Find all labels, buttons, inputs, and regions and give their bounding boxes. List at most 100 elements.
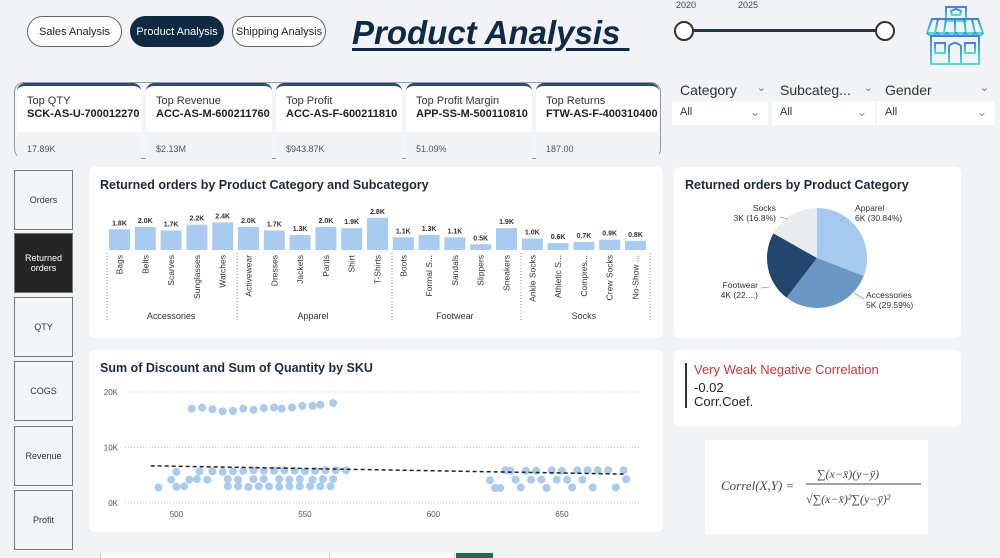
- scatter-point[interactable]: [270, 403, 279, 412]
- scatter-point[interactable]: [329, 475, 338, 484]
- scatter-point[interactable]: [228, 406, 237, 415]
- scatter-point[interactable]: [611, 483, 620, 492]
- bar[interactable]: [418, 235, 440, 250]
- scatter-point[interactable]: [316, 400, 325, 409]
- scatter-point[interactable]: [185, 475, 194, 484]
- pie-slice[interactable]: [767, 233, 817, 298]
- bar[interactable]: [521, 238, 543, 251]
- bar[interactable]: [160, 230, 182, 250]
- scatter-point[interactable]: [593, 466, 602, 475]
- scatter-point[interactable]: [187, 404, 196, 413]
- scatter-point[interactable]: [277, 404, 286, 413]
- scatter-point[interactable]: [208, 467, 217, 476]
- scatter-point[interactable]: [259, 404, 268, 413]
- scatter-point[interactable]: [275, 475, 284, 484]
- scatter-point[interactable]: [239, 404, 248, 413]
- chevron-down-icon[interactable]: ⌄: [756, 82, 766, 94]
- scatter-point[interactable]: [288, 403, 297, 412]
- scatter-point[interactable]: [321, 466, 330, 475]
- scatter-point[interactable]: [306, 482, 315, 491]
- bar[interactable]: [238, 227, 259, 250]
- scatter-point[interactable]: [563, 475, 572, 484]
- scatter-point[interactable]: [264, 482, 273, 491]
- bar-chart-plot[interactable]: 1.8K Bags 2.0K Belts 1.7K Scarves 2.2K Sunglass…: [89, 167, 663, 338]
- scatter-point[interactable]: [532, 466, 541, 475]
- nav-product-analysis-button[interactable]: Product Analysis: [130, 16, 224, 47]
- scatter-point[interactable]: [192, 475, 201, 484]
- scatter-point[interactable]: [234, 475, 243, 484]
- scatter-point[interactable]: [552, 475, 561, 484]
- nav-shipping-analysis-button[interactable]: Shipping Analysis: [232, 16, 326, 47]
- scatter-point[interactable]: [259, 466, 268, 475]
- scatter-point[interactable]: [527, 475, 536, 484]
- scatter-point[interactable]: [295, 475, 304, 484]
- nav-sales-analysis-button[interactable]: Sales Analysis: [27, 16, 122, 47]
- scatter-point[interactable]: [172, 482, 181, 491]
- scatter-point[interactable]: [516, 483, 525, 492]
- scatter-point[interactable]: [218, 407, 227, 416]
- scatter-point[interactable]: [342, 466, 351, 475]
- bar[interactable]: [625, 240, 646, 250]
- scatter-point[interactable]: [308, 401, 317, 410]
- scatter-chart-plot[interactable]: 0K 10K 20K 500 550 600 650: [89, 350, 663, 532]
- bar[interactable]: [212, 222, 234, 250]
- sidebar-item-cogs[interactable]: COGS: [14, 361, 73, 421]
- scatter-point[interactable]: [511, 475, 520, 484]
- scatter-point[interactable]: [249, 405, 258, 414]
- scatter-point[interactable]: [218, 467, 227, 476]
- scatter-point[interactable]: [300, 467, 309, 476]
- scatter-point[interactable]: [329, 399, 338, 408]
- pie-slice[interactable]: [817, 208, 867, 276]
- subcategory-filter[interactable]: Subcateg... ⌄ All ⌄: [772, 79, 875, 127]
- chevron-down-icon[interactable]: ⌄: [979, 82, 989, 94]
- bar[interactable]: [186, 224, 208, 250]
- scatter-point[interactable]: [295, 482, 304, 491]
- bar[interactable]: [315, 227, 337, 250]
- gender-filter[interactable]: Gender ⌄ All ⌄: [877, 79, 995, 127]
- scatter-point[interactable]: [285, 482, 294, 491]
- bar[interactable]: [392, 237, 414, 250]
- bar[interactable]: [134, 227, 156, 250]
- scatter-point[interactable]: [298, 401, 307, 410]
- scatter-point[interactable]: [223, 482, 232, 491]
- subcategory-dropdown[interactable]: All ⌄: [772, 101, 875, 125]
- pie-slice[interactable]: [773, 208, 817, 258]
- scatter-point[interactable]: [249, 475, 258, 484]
- bar[interactable]: [599, 239, 621, 250]
- scatter-point[interactable]: [588, 483, 597, 492]
- scatter-point[interactable]: [285, 475, 294, 484]
- bar[interactable]: [470, 244, 492, 250]
- bar[interactable]: [573, 241, 595, 250]
- scatter-point[interactable]: [326, 482, 335, 491]
- scatter-point[interactable]: [228, 467, 237, 476]
- scatter-point[interactable]: [167, 475, 176, 484]
- slider-end-handle[interactable]: [875, 21, 895, 41]
- scatter-point[interactable]: [578, 475, 587, 484]
- scatter-point[interactable]: [208, 405, 217, 414]
- sidebar-item-orders[interactable]: Orders: [14, 170, 73, 230]
- scatter-point[interactable]: [172, 467, 181, 476]
- scatter-point[interactable]: [318, 475, 327, 484]
- scatter-point[interactable]: [234, 482, 243, 491]
- bar[interactable]: [367, 217, 388, 250]
- bar[interactable]: [263, 230, 285, 250]
- bar[interactable]: [496, 228, 517, 250]
- slider-start-handle[interactable]: [674, 21, 694, 41]
- chevron-down-icon[interactable]: ⌄: [863, 82, 873, 94]
- scatter-point[interactable]: [331, 466, 340, 475]
- scatter-point[interactable]: [275, 482, 284, 491]
- scatter-point[interactable]: [244, 482, 253, 491]
- scatter-point[interactable]: [568, 483, 577, 492]
- scatter-point[interactable]: [223, 475, 232, 484]
- scatter-point[interactable]: [254, 482, 263, 491]
- bar[interactable]: [341, 228, 363, 250]
- category-filter[interactable]: Category ⌄ All ⌄: [672, 79, 768, 127]
- page-tab-active[interactable]: [456, 553, 493, 558]
- scatter-point[interactable]: [573, 466, 582, 475]
- scatter-point[interactable]: [583, 466, 592, 475]
- sidebar-item-returned-orders[interactable]: Returned orders: [14, 233, 73, 293]
- pie-slice[interactable]: [786, 258, 864, 308]
- scatter-point[interactable]: [496, 484, 505, 493]
- bar[interactable]: [289, 235, 311, 250]
